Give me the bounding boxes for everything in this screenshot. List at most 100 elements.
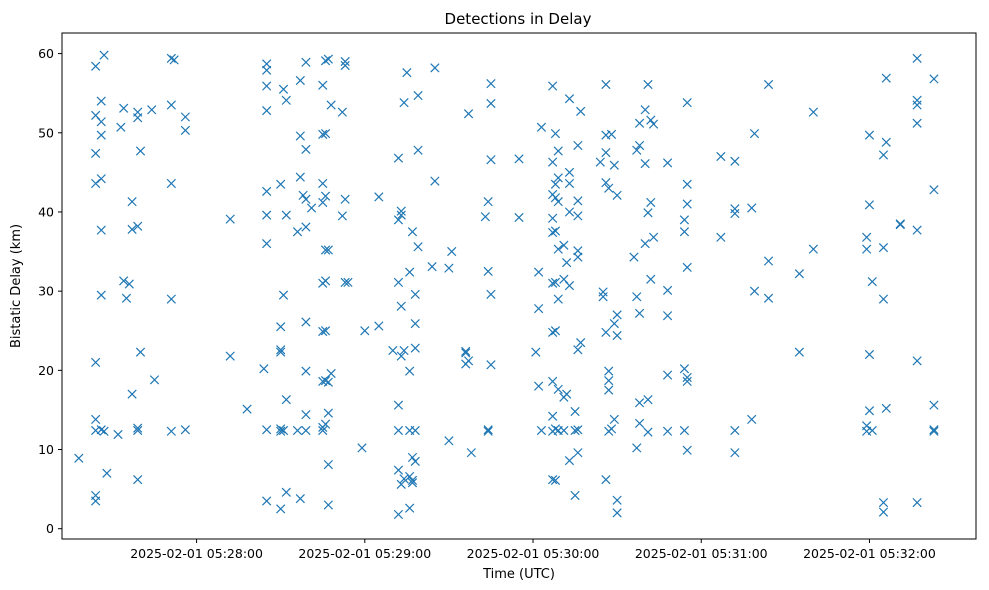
data-point xyxy=(881,403,891,413)
data-point xyxy=(730,156,740,166)
data-point xyxy=(405,267,415,277)
data-point xyxy=(91,357,101,368)
data-point xyxy=(102,468,112,478)
data-point xyxy=(601,79,611,90)
data-point xyxy=(864,349,875,360)
data-point xyxy=(606,424,617,434)
data-point xyxy=(747,414,757,425)
data-point xyxy=(318,129,328,139)
data-point xyxy=(514,212,524,223)
data-point xyxy=(553,197,563,207)
data-point xyxy=(323,408,333,418)
data-point xyxy=(573,140,583,151)
data-point xyxy=(864,406,875,416)
data-point xyxy=(548,474,558,485)
data-point xyxy=(929,425,939,435)
data-point xyxy=(604,366,614,376)
data-point xyxy=(262,210,272,220)
data-point xyxy=(281,487,291,497)
data-point xyxy=(295,172,305,182)
data-point xyxy=(407,452,418,463)
data-point xyxy=(301,366,311,376)
data-point xyxy=(601,147,611,158)
data-point xyxy=(679,227,690,237)
data-point xyxy=(550,424,561,434)
data-point xyxy=(393,400,404,410)
data-point xyxy=(96,425,106,435)
data-point xyxy=(337,211,347,221)
data-point xyxy=(763,256,774,266)
data-point xyxy=(640,239,650,249)
data-point xyxy=(74,453,84,463)
data-point xyxy=(96,130,106,140)
y-tick-label: 0 xyxy=(46,521,54,536)
data-point xyxy=(113,429,123,440)
data-point xyxy=(634,308,645,318)
data-point xyxy=(91,61,101,71)
data-point xyxy=(550,226,561,236)
data-point xyxy=(912,118,922,128)
data-point xyxy=(133,474,143,485)
data-point xyxy=(180,425,190,435)
data-point xyxy=(399,474,409,484)
data-point xyxy=(276,347,286,357)
data-point xyxy=(127,389,137,399)
data-point xyxy=(242,404,252,414)
data-point xyxy=(564,207,575,217)
data-point xyxy=(116,122,126,132)
y-tick-label: 30 xyxy=(38,284,54,299)
data-point xyxy=(399,98,409,108)
data-point xyxy=(127,224,137,235)
data-point xyxy=(682,98,692,108)
data-point xyxy=(612,495,622,505)
data-point xyxy=(91,414,101,425)
data-point xyxy=(396,210,406,220)
data-point xyxy=(180,112,190,122)
data-point xyxy=(550,128,561,139)
data-point xyxy=(320,128,331,139)
data-point xyxy=(119,276,129,286)
data-point xyxy=(262,81,272,91)
data-point xyxy=(878,497,889,508)
data-point xyxy=(763,293,774,303)
data-point xyxy=(553,384,563,394)
data-point xyxy=(794,347,804,357)
y-axis-ticks: 0 10 20 30 40 50 60 xyxy=(38,46,62,536)
data-point xyxy=(410,456,420,467)
data-point xyxy=(553,244,563,254)
data-point xyxy=(643,395,653,405)
data-point xyxy=(662,285,673,295)
data-point xyxy=(662,158,673,168)
data-point xyxy=(413,90,423,101)
data-point xyxy=(749,128,760,139)
data-point xyxy=(609,414,619,425)
data-point xyxy=(486,360,496,370)
data-point xyxy=(180,125,190,136)
data-point xyxy=(643,79,653,90)
data-point xyxy=(96,174,106,184)
data-point xyxy=(320,56,331,66)
data-point xyxy=(730,425,740,436)
chart-title: Detections in Delay xyxy=(445,10,592,28)
data-point xyxy=(483,266,493,276)
data-point xyxy=(598,292,608,302)
data-point xyxy=(430,63,440,73)
data-point xyxy=(553,294,563,304)
data-point xyxy=(99,426,109,436)
data-point xyxy=(96,290,106,300)
data-point xyxy=(864,200,875,210)
data-point xyxy=(225,351,235,361)
data-point xyxy=(601,178,611,188)
data-point xyxy=(553,173,563,183)
data-point xyxy=(634,418,645,429)
x-axis-label: Time (UTC) xyxy=(482,567,555,582)
data-point xyxy=(682,372,692,383)
data-point xyxy=(536,425,547,436)
data-point xyxy=(295,75,305,86)
data-point xyxy=(295,493,305,504)
data-point xyxy=(730,204,740,214)
data-point xyxy=(166,100,176,110)
data-point xyxy=(413,242,423,252)
data-point xyxy=(895,219,905,229)
data-point xyxy=(166,294,176,304)
